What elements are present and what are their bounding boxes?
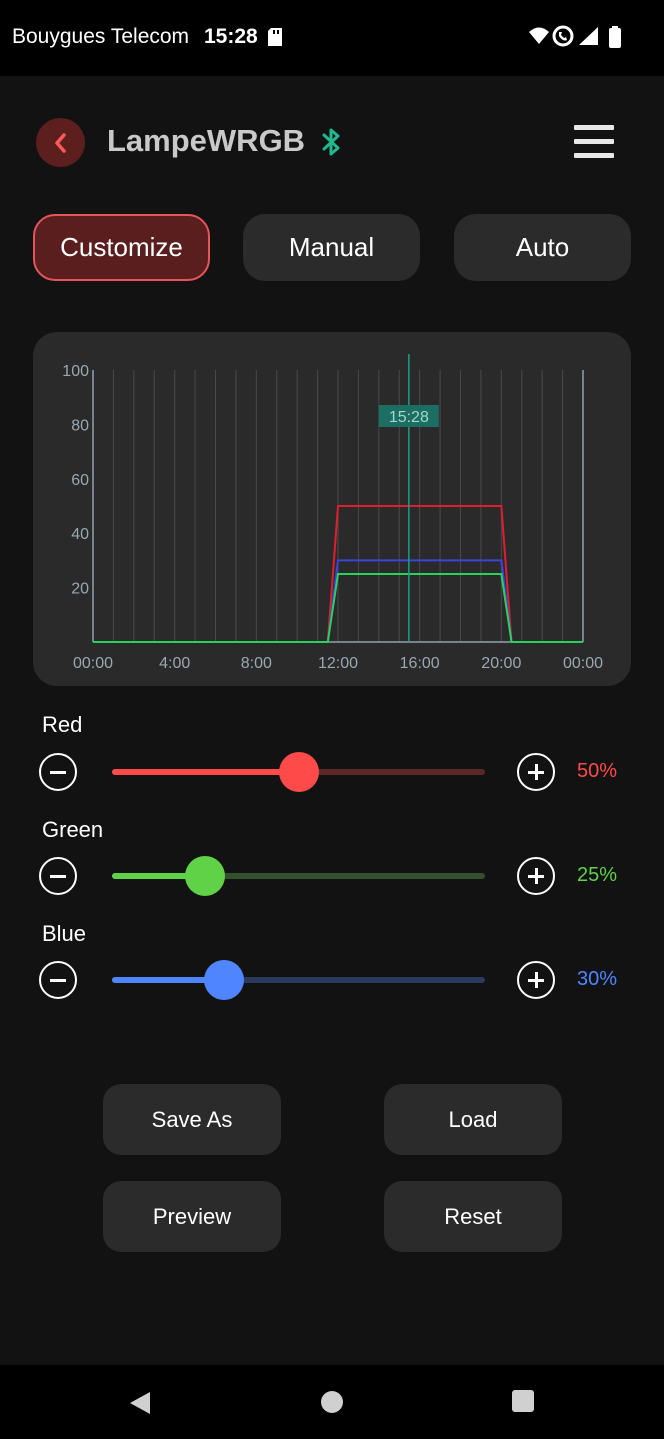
blue-value: 30%: [577, 968, 618, 990]
minus-icon: [50, 874, 66, 878]
wifi-icon: [529, 27, 549, 44]
chart-canvas: 20 40 60 80 100 00:00 4:00 8:00 12:00 16:00 20:00 0…: [62, 354, 603, 672]
red-increase-button[interactable]: [517, 753, 555, 791]
green-slider-fill: [112, 873, 206, 879]
current-time-badge: [378, 405, 439, 427]
red-slider-thumb[interactable]: [278, 752, 319, 792]
load-button[interactable]: Load: [384, 1084, 562, 1155]
green-increase-button[interactable]: [517, 857, 555, 895]
nav-back-icon[interactable]: [128, 1390, 152, 1416]
chevron-left-icon: [54, 132, 66, 153]
status-bar: Bouygues Telecom 15:28: [0, 0, 664, 76]
blue-slider[interactable]: [112, 960, 485, 1000]
schedule-chart[interactable]: 20 40 60 80 100 00:00 4:00 8:00 12:00 16:00 20:00 0…: [33, 332, 631, 686]
y-tick-label: 100: [62, 363, 89, 380]
tab-manual[interactable]: Manual: [243, 214, 420, 281]
minus-icon: [50, 770, 66, 774]
green-slider-thumb[interactable]: [185, 856, 226, 896]
x-tick-label: 00:00: [563, 655, 603, 672]
y-tick-label: 40: [71, 526, 89, 543]
tab-customize[interactable]: Customize: [33, 214, 210, 281]
x-tick-label: 4:00: [159, 655, 190, 672]
red-slider[interactable]: [112, 752, 485, 792]
green-label: Green: [42, 817, 104, 842]
preview-button[interactable]: Preview: [103, 1181, 281, 1252]
x-tick-label: 8:00: [241, 655, 272, 672]
blue-label: Blue: [42, 921, 87, 946]
blue-slider-thumb[interactable]: [203, 960, 244, 1000]
bluetooth-icon: [322, 128, 340, 156]
red-decrease-button[interactable]: [39, 753, 77, 791]
x-tick-label: 20:00: [481, 655, 521, 672]
reset-button[interactable]: Reset: [384, 1181, 562, 1252]
green-decrease-button[interactable]: [39, 857, 77, 895]
current-time-label: 15:28: [389, 409, 429, 426]
green-value: 25%: [577, 864, 618, 886]
series-line-2: [93, 573, 583, 643]
app-title: LampeWRGB: [107, 123, 306, 158]
y-tick-label: 20: [71, 581, 89, 598]
red-slider-fill: [112, 769, 299, 775]
vowifi-icon: [552, 25, 574, 47]
battery-icon: [609, 26, 621, 48]
blue-decrease-button[interactable]: [39, 961, 77, 999]
x-tick-label: 16:00: [400, 655, 440, 672]
x-tick-label: 00:00: [73, 655, 113, 672]
x-tick-label: 12:00: [318, 655, 358, 672]
red-label: Red: [42, 712, 83, 737]
blue-slider-fill: [112, 977, 224, 983]
red-value: 50%: [577, 760, 618, 782]
minus-icon: [50, 978, 66, 982]
signal-icon: [579, 27, 598, 45]
tab-auto[interactable]: Auto: [454, 214, 631, 281]
nav-home-icon[interactable]: [321, 1391, 343, 1413]
blue-increase-button[interactable]: [517, 961, 555, 999]
green-slider[interactable]: [112, 856, 485, 896]
hamburger-menu-icon[interactable]: [572, 122, 616, 162]
y-tick-label: 60: [71, 472, 89, 489]
save-as-button[interactable]: Save As: [103, 1084, 281, 1155]
sd-card-icon: [268, 28, 282, 46]
nav-recents-icon[interactable]: [512, 1390, 534, 1412]
back-button[interactable]: [36, 118, 85, 167]
status-time: 15:28: [204, 25, 258, 48]
carrier-name: Bouygues Telecom: [12, 25, 190, 48]
y-tick-label: 80: [71, 417, 89, 434]
